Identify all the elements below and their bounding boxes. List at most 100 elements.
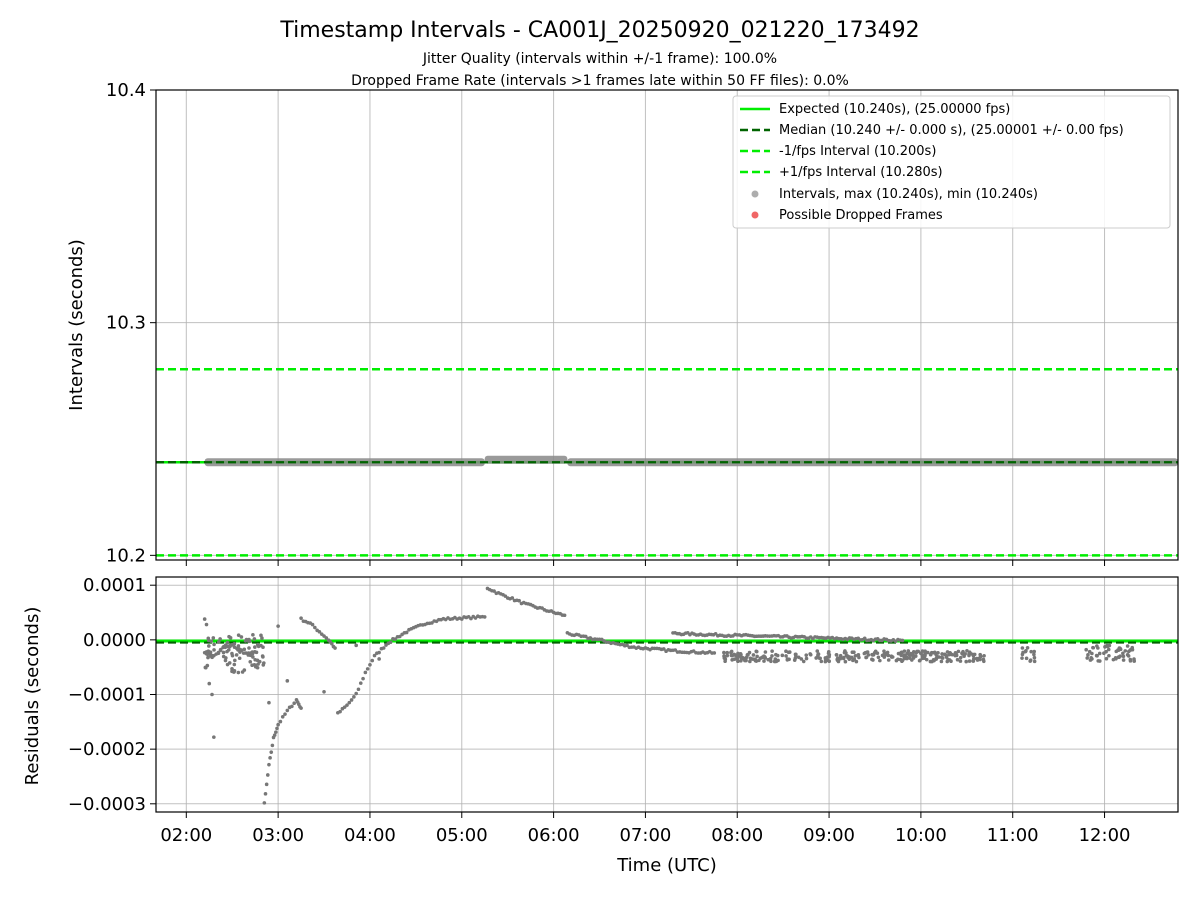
residual-point bbox=[784, 654, 788, 658]
residual-point bbox=[264, 782, 269, 787]
residual-point bbox=[1023, 649, 1028, 654]
bottom-y-tick-label: −0.0003 bbox=[68, 794, 146, 815]
residual-point bbox=[1084, 647, 1088, 652]
residual-point bbox=[272, 733, 277, 737]
residual-point bbox=[310, 622, 315, 627]
legend-swatch-dropped bbox=[751, 211, 759, 219]
residual-point bbox=[882, 649, 886, 653]
residual-point bbox=[208, 650, 213, 654]
residual-point bbox=[757, 658, 761, 663]
residual-point bbox=[854, 659, 859, 664]
residual-point bbox=[230, 667, 234, 671]
residual-point bbox=[924, 657, 929, 662]
residual-point bbox=[250, 650, 255, 654]
residual-point bbox=[838, 653, 843, 658]
residual-point bbox=[950, 652, 955, 657]
residual-point bbox=[911, 656, 916, 660]
residual-point bbox=[1121, 651, 1125, 656]
residual-point bbox=[939, 659, 944, 664]
x-tick-label: 08:00 bbox=[711, 825, 763, 846]
bottom-y-axis-label: Residuals (seconds) bbox=[22, 607, 43, 786]
residual-point bbox=[1125, 652, 1130, 657]
residual-point bbox=[784, 649, 788, 654]
residual-point bbox=[873, 649, 878, 654]
residual-point bbox=[239, 635, 244, 639]
residual-point bbox=[242, 647, 247, 652]
residual-point bbox=[345, 703, 349, 707]
top-y-axis-label: Intervals (seconds) bbox=[66, 239, 87, 411]
residual-point bbox=[1125, 644, 1130, 648]
residual-point bbox=[1089, 656, 1093, 660]
residual-point bbox=[886, 658, 891, 662]
residual-point bbox=[843, 659, 848, 664]
residual-point bbox=[914, 650, 919, 655]
residual-point bbox=[1032, 649, 1037, 654]
residual-point bbox=[792, 658, 797, 662]
residual-point bbox=[206, 655, 210, 660]
legend-entry-dropped: Possible Dropped Frames bbox=[779, 208, 943, 223]
residual-point bbox=[725, 653, 730, 658]
top-interval-points bbox=[156, 455, 1178, 467]
residual-point bbox=[826, 651, 831, 656]
residual-point bbox=[845, 654, 850, 658]
residual-point bbox=[236, 648, 240, 652]
residual-point bbox=[982, 659, 986, 664]
residual-point bbox=[1085, 656, 1090, 660]
residual-point bbox=[254, 650, 259, 655]
residual-point bbox=[871, 652, 875, 657]
residual-point bbox=[212, 642, 216, 647]
residual-point bbox=[965, 648, 969, 653]
residual-point bbox=[911, 652, 915, 657]
residual-point bbox=[898, 657, 903, 662]
legend-entry-minus-fps: -1/fps Interval (10.200s) bbox=[779, 144, 936, 159]
top-panel: 10.2 10.3 10.4 Intervals (seconds) Expecte… bbox=[66, 80, 1179, 566]
residual-point bbox=[216, 640, 221, 644]
residual-point bbox=[283, 712, 287, 716]
residual-point bbox=[827, 659, 832, 664]
bottom-y-tick-label: 0.0000 bbox=[83, 630, 146, 651]
top-y-tick-label: 10.4 bbox=[106, 80, 146, 101]
residual-point bbox=[227, 661, 232, 665]
residual-point bbox=[210, 692, 214, 697]
residual-point bbox=[1086, 653, 1090, 657]
chart-subtitle-1: Jitter Quality (intervals within +/-1 fr… bbox=[422, 51, 777, 67]
residual-point bbox=[1024, 656, 1029, 661]
residual-point bbox=[1095, 653, 1099, 658]
residual-point bbox=[945, 659, 950, 664]
residual-point bbox=[762, 659, 766, 663]
residual-point bbox=[1104, 656, 1109, 661]
residual-point bbox=[961, 649, 965, 654]
residual-point bbox=[775, 653, 780, 658]
residual-point bbox=[928, 652, 933, 657]
residual-point bbox=[206, 638, 211, 643]
residual-point bbox=[1025, 645, 1030, 650]
residual-point bbox=[377, 650, 381, 655]
residual-point bbox=[1032, 655, 1037, 660]
residual-point bbox=[945, 650, 950, 654]
residual-point bbox=[940, 652, 944, 656]
residual-point bbox=[250, 663, 254, 668]
residual-point bbox=[285, 708, 290, 713]
residual-point bbox=[815, 649, 820, 653]
residual-point bbox=[388, 640, 393, 644]
residual-point bbox=[230, 653, 235, 658]
residual-point bbox=[816, 654, 820, 658]
residual-point bbox=[342, 705, 347, 709]
residual-point bbox=[940, 655, 944, 660]
residual-point bbox=[276, 624, 280, 628]
residual-point bbox=[354, 643, 358, 648]
residual-point bbox=[251, 633, 255, 637]
residual-point bbox=[774, 659, 779, 664]
residual-point bbox=[393, 637, 398, 641]
residual-point bbox=[248, 639, 252, 644]
residual-point bbox=[752, 657, 757, 662]
residual-point bbox=[1096, 646, 1100, 650]
residual-point bbox=[212, 735, 216, 739]
residual-point bbox=[263, 792, 268, 796]
residual-point bbox=[712, 651, 717, 655]
residual-point bbox=[1107, 653, 1111, 658]
residual-point bbox=[274, 730, 278, 734]
residual-point bbox=[739, 659, 743, 663]
residual-point bbox=[352, 695, 356, 699]
residual-point bbox=[1029, 649, 1033, 654]
